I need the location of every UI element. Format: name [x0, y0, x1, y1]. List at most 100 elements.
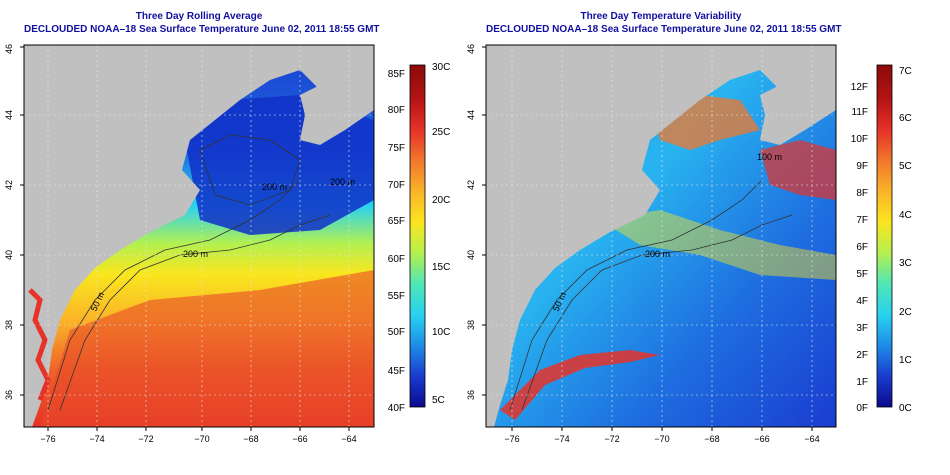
right-x-tick-label: −76: [504, 434, 519, 444]
right-cbar-f-label: 7F: [856, 215, 868, 226]
left-cbar-f-label: 75F: [388, 143, 405, 154]
right-gridlines: [486, 45, 836, 427]
right-colorbar-fahrenheit-labels: 0F 1F 2F 3F 4F 5F 6F 7F 8F 9F 10F 11F 12…: [851, 82, 868, 414]
right-x-tick-label: −66: [754, 434, 769, 444]
right-x-tick-label: −68: [704, 434, 719, 444]
left-cbar-c-label: 25C: [432, 127, 450, 138]
left-panel-subtitle: DECLOUDED NOAA–18 Sea Surface Temperatur…: [24, 24, 380, 35]
right-cbar-c-label: 5C: [899, 161, 912, 172]
right-cbar-f-label: 10F: [851, 134, 868, 145]
left-contour-label-4: 200 m: [330, 177, 355, 187]
left-cbar-f-label: 80F: [388, 105, 405, 116]
left-y-tick-label: 40: [4, 250, 14, 260]
left-map-frame: [23, 44, 375, 428]
left-cbar-c-label: 10C: [432, 327, 450, 338]
right-cbar-f-label: 2F: [856, 350, 868, 361]
left-colorbar-gradient: [409, 64, 426, 408]
right-cbar-f-label: 8F: [856, 188, 868, 199]
left-cbar-f-label: 70F: [388, 180, 405, 191]
left-x-tick-label: −70: [194, 434, 209, 444]
left-cbar-c-label: 5C: [432, 395, 445, 406]
left-cbar-f-label: 55F: [388, 291, 405, 302]
right-colorbar-celsius-labels: 0C 1C 2C 3C 4C 5C 6C 7C: [899, 66, 912, 414]
left-nova-scotia-land: [300, 55, 374, 145]
right-cbar-c-label: 2C: [899, 307, 912, 318]
right-y-tick-label: 46: [466, 44, 476, 54]
left-cbar-f-label: 40F: [388, 403, 405, 414]
right-cbar-c-label: 3C: [899, 258, 912, 269]
left-map-panel: 200 m 50 m 200 m 200 m: [24, 45, 374, 427]
right-cbar-c-label: 4C: [899, 210, 912, 221]
right-cbar-c-label: 7C: [899, 66, 912, 77]
left-contour-label-3: 200 m: [262, 182, 287, 192]
left-colorbar-fahrenheit-labels: 40F 45F 50F 55F 60F 65F 70F 75F 80F 85F: [388, 69, 405, 414]
left-x-tick-label: −64: [341, 434, 356, 444]
right-map-frame: [485, 44, 837, 428]
left-x-tick-label: −72: [138, 434, 153, 444]
left-y-tick-label: 42: [4, 180, 14, 190]
left-x-tick-label: −68: [243, 434, 258, 444]
left-y-tick-label: 36: [4, 390, 14, 400]
left-x-tick-label: −76: [40, 434, 55, 444]
right-y-tick-label: 36: [466, 390, 476, 400]
right-land-mass: [486, 45, 836, 427]
right-y-tick-label: 42: [466, 180, 476, 190]
right-y-tick-label: 44: [466, 110, 476, 120]
left-x-axis: −76 −74 −72 −70 −68 −66 −64: [40, 427, 357, 444]
right-cbar-f-label: 3F: [856, 323, 868, 334]
right-x-tick-label: −70: [654, 434, 669, 444]
left-cbar-f-label: 65F: [388, 216, 405, 227]
left-panel-title: Three Day Rolling Average: [135, 11, 263, 22]
left-colorbar: 40F 45F 50F 55F 60F 65F 70F 75F 80F 85F …: [388, 62, 451, 414]
left-warm-gulf-stream: [40, 270, 374, 427]
right-contour-label-1: 200 m: [645, 249, 670, 259]
right-x-tick-label: −64: [804, 434, 819, 444]
right-panel-title: Three Day Temperature Variability: [580, 11, 742, 22]
right-cbar-f-label: 11F: [852, 107, 869, 118]
right-panel-subtitle: DECLOUDED NOAA–18 Sea Surface Temperatur…: [486, 24, 842, 35]
left-x-tick-label: −66: [292, 434, 307, 444]
right-nova-scotia-land: [760, 55, 836, 145]
left-x-tick-label: −74: [89, 434, 104, 444]
right-cbar-f-label: 12F: [851, 82, 868, 93]
right-contour-50m: [509, 179, 763, 411]
right-y-tick-label: 40: [466, 250, 476, 260]
left-y-axis: 36 38 40 42 44 46: [4, 44, 24, 400]
left-cbar-f-label: 85F: [388, 69, 405, 80]
right-cbar-f-label: 9F: [856, 161, 868, 172]
right-cbar-f-label: 4F: [856, 296, 868, 307]
left-cbar-c-label: 20C: [432, 195, 450, 206]
left-cbar-f-label: 60F: [388, 254, 405, 265]
left-cbar-c-label: 30C: [432, 62, 450, 73]
right-colorbar: 0F 1F 2F 3F 4F 5F 6F 7F 8F 9F 10F 11F 12…: [851, 64, 912, 414]
right-map-panel: 200 m 50 m 100 m: [486, 45, 836, 427]
left-land-mass: [24, 45, 374, 427]
right-cbar-f-label: 6F: [856, 242, 868, 253]
right-cbar-c-label: 1C: [899, 355, 912, 366]
right-y-tick-label: 38: [466, 320, 476, 330]
right-cbar-f-label: 5F: [856, 269, 868, 280]
right-x-tick-label: −72: [604, 434, 619, 444]
right-x-tick-label: −74: [554, 434, 569, 444]
left-colorbar-celsius-labels: 5C 10C 15C 20C 25C 30C: [432, 62, 450, 406]
left-y-tick-label: 44: [4, 110, 14, 120]
right-cbar-f-label: 0F: [856, 403, 868, 414]
right-cbar-c-label: 0C: [899, 403, 912, 414]
left-contour-label-1: 200 m: [183, 249, 208, 259]
right-high-variability-streak: [500, 350, 660, 420]
right-cbar-f-label: 1F: [856, 377, 868, 388]
right-cbar-c-label: 6C: [899, 113, 912, 124]
left-y-tick-label: 46: [4, 44, 14, 54]
right-colorbar-gradient: [876, 64, 893, 408]
left-contour-50m: [47, 179, 301, 411]
right-y-axis: 36 38 40 42 44 46: [466, 44, 486, 400]
left-cbar-f-label: 45F: [388, 366, 405, 377]
right-contour-label-3: 100 m: [757, 152, 782, 162]
left-cbar-c-label: 15C: [432, 262, 450, 273]
right-mid-variability-band: [600, 210, 836, 280]
right-x-axis: −76 −74 −72 −70 −68 −66 −64: [504, 427, 820, 444]
left-y-tick-label: 38: [4, 320, 14, 330]
left-cbar-f-label: 50F: [388, 327, 405, 338]
left-contour-gulf: [199, 134, 301, 206]
